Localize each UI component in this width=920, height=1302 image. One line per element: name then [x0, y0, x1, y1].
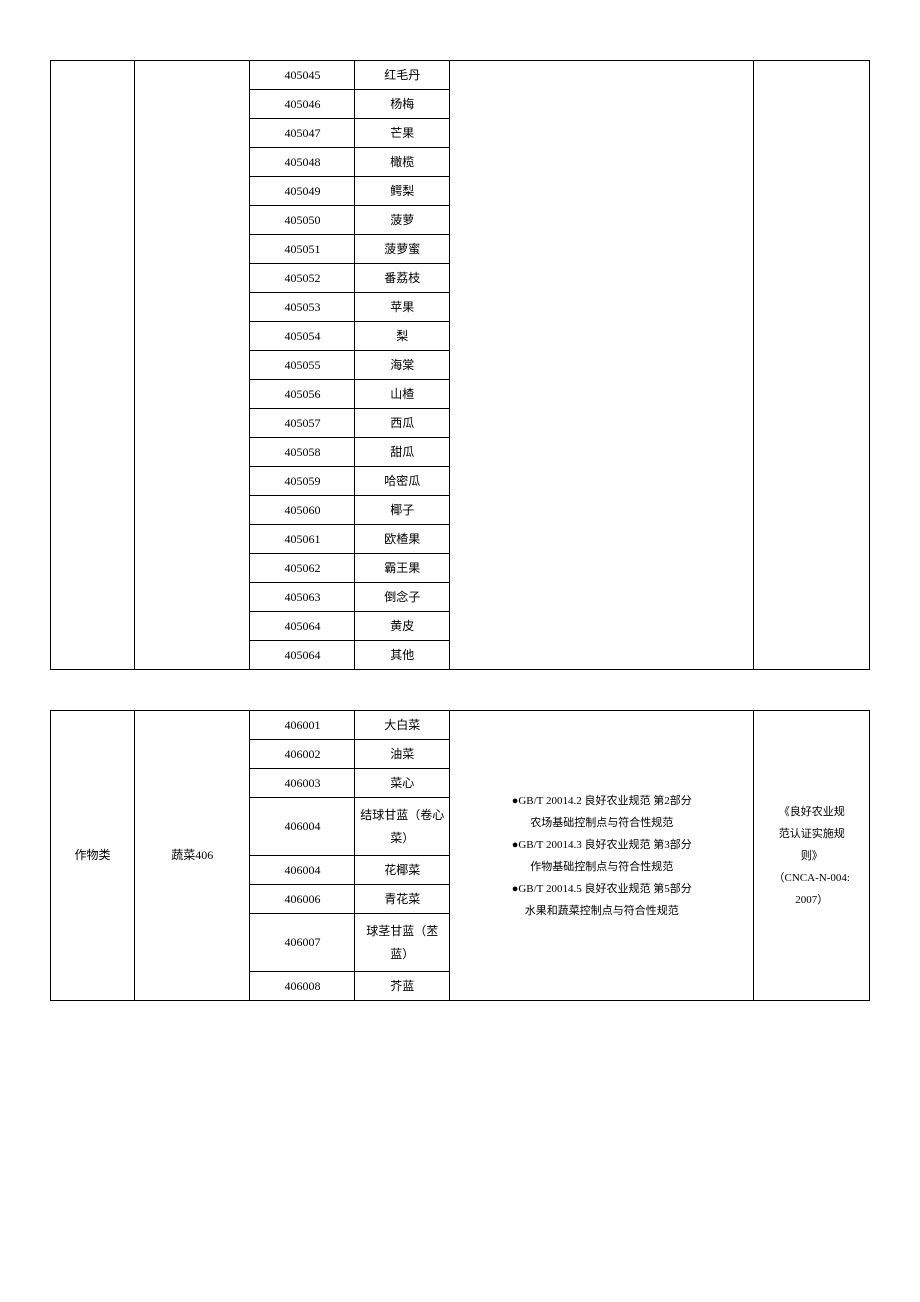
code-cell: 405056 [250, 380, 355, 409]
name-cell: 大白菜 [355, 711, 449, 740]
code-cell: 405050 [250, 206, 355, 235]
table-vegetables: 作物类蔬菜406406001大白菜●GB/T 20014.2 良好农业规范 第2… [50, 710, 870, 1001]
code-cell: 405047 [250, 119, 355, 148]
name-cell: 花椰菜 [355, 856, 449, 885]
code-cell: 406008 [250, 972, 355, 1001]
code-cell: 406003 [250, 769, 355, 798]
code-cell: 405052 [250, 264, 355, 293]
rule-cell: 《良好农业规范认证实施规则》（CNCA-N-004:2007） [754, 711, 870, 1001]
code-cell: 405055 [250, 351, 355, 380]
code-cell: 406004 [250, 856, 355, 885]
name-cell: 结球甘蓝（卷心菜） [355, 798, 449, 856]
name-cell: 芥蓝 [355, 972, 449, 1001]
code-cell: 405054 [250, 322, 355, 351]
code-cell: 405060 [250, 496, 355, 525]
name-cell: 杨梅 [355, 90, 449, 119]
code-cell: 405059 [250, 467, 355, 496]
name-cell: 青花菜 [355, 885, 449, 914]
name-cell: 球茎甘蓝（苤蓝） [355, 914, 449, 972]
rule-cell [754, 61, 870, 670]
name-cell: 油菜 [355, 740, 449, 769]
code-cell: 406004 [250, 798, 355, 856]
name-cell: 菜心 [355, 769, 449, 798]
code-cell: 405049 [250, 177, 355, 206]
category-cell: 作物类 [51, 711, 135, 1001]
name-cell: 哈密瓜 [355, 467, 449, 496]
name-cell: 倒念子 [355, 583, 449, 612]
name-cell: 红毛丹 [355, 61, 449, 90]
code-cell: 405051 [250, 235, 355, 264]
code-cell: 405053 [250, 293, 355, 322]
name-cell: 甜瓜 [355, 438, 449, 467]
code-cell: 406006 [250, 885, 355, 914]
name-cell: 西瓜 [355, 409, 449, 438]
subcategory-cell: 蔬菜406 [135, 711, 250, 1001]
name-cell: 菠萝蜜 [355, 235, 449, 264]
code-cell: 405045 [250, 61, 355, 90]
table-fruits: 405045红毛丹405046杨梅405047芒果405048橄榄405049鳄… [50, 60, 870, 670]
name-cell: 黄皮 [355, 612, 449, 641]
name-cell: 欧楂果 [355, 525, 449, 554]
code-cell: 405064 [250, 612, 355, 641]
spec-cell [449, 61, 754, 670]
spec-cell: ●GB/T 20014.2 良好农业规范 第2部分农场基础控制点与符合性规范●G… [449, 711, 754, 1001]
name-cell: 鳄梨 [355, 177, 449, 206]
code-cell: 405061 [250, 525, 355, 554]
subcategory-cell [135, 61, 250, 670]
code-cell: 405048 [250, 148, 355, 177]
category-cell [51, 61, 135, 670]
name-cell: 霸王果 [355, 554, 449, 583]
code-cell: 405057 [250, 409, 355, 438]
code-cell: 405046 [250, 90, 355, 119]
name-cell: 椰子 [355, 496, 449, 525]
code-cell: 406007 [250, 914, 355, 972]
name-cell: 苹果 [355, 293, 449, 322]
name-cell: 番荔枝 [355, 264, 449, 293]
code-cell: 406002 [250, 740, 355, 769]
name-cell: 芒果 [355, 119, 449, 148]
name-cell: 海棠 [355, 351, 449, 380]
code-cell: 405058 [250, 438, 355, 467]
code-cell: 405062 [250, 554, 355, 583]
table-row: 405045红毛丹 [51, 61, 870, 90]
code-cell: 405063 [250, 583, 355, 612]
table-row: 作物类蔬菜406406001大白菜●GB/T 20014.2 良好农业规范 第2… [51, 711, 870, 740]
name-cell: 橄榄 [355, 148, 449, 177]
code-cell: 405064 [250, 641, 355, 670]
name-cell: 其他 [355, 641, 449, 670]
name-cell: 梨 [355, 322, 449, 351]
name-cell: 山楂 [355, 380, 449, 409]
name-cell: 菠萝 [355, 206, 449, 235]
code-cell: 406001 [250, 711, 355, 740]
